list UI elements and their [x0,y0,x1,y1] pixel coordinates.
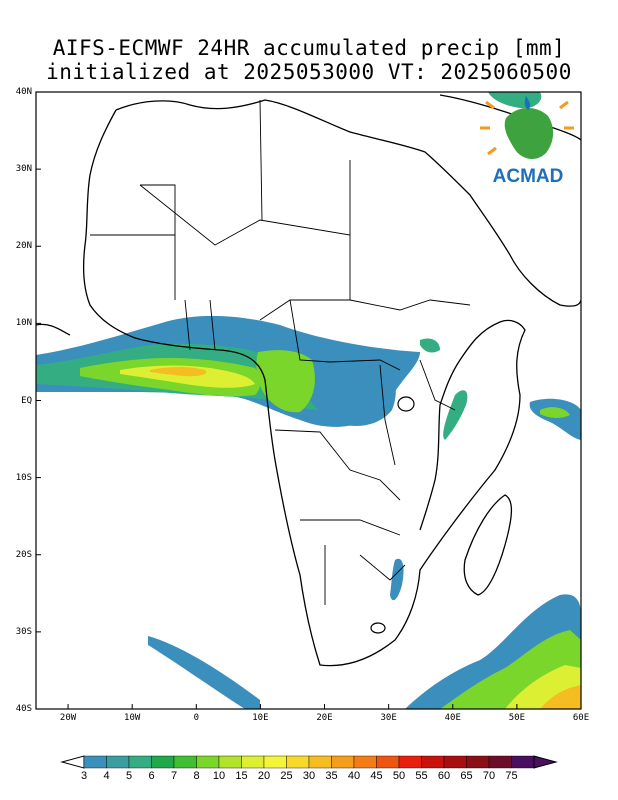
colorbar-swatch [83,755,107,769]
colorbar-label: 35 [325,770,338,782]
colorbar-swatch [151,755,175,769]
colorbar [60,755,558,769]
colorbar-over-triangle [533,755,558,769]
lon-label: 60E [572,713,590,723]
precip-east-coast [443,390,468,440]
colorbar-label: 10 [212,770,226,782]
colorbar-swatch [128,755,152,769]
colorbar-label: 25 [280,770,293,782]
colorbar-label: 75 [505,770,518,782]
colorbar-swatch [106,755,130,769]
colorbar-label: 45 [370,770,383,782]
precip-southern-atlantic [148,636,260,709]
colorbar-swatch [353,755,377,769]
colorbar-swatch [331,755,355,769]
africa-silhouette-icon [504,107,554,160]
colorbar-label: 60 [437,770,451,782]
colorbar-label: 70 [482,770,496,782]
precip-fields [36,92,581,709]
lon-label: 30E [380,713,397,723]
lat-label: 10S [15,472,32,483]
colorbar-label: 50 [392,770,406,782]
lat-label: 30N [15,164,32,175]
colorbar-label: 4 [103,770,110,782]
acmad-logo: ACMAD [476,88,580,188]
colorbar-label: 8 [193,770,200,782]
colorbar-swatch [421,755,445,769]
coastlines [36,94,581,667]
precip-congo-green [256,350,315,413]
colorbar-swatch [241,755,265,769]
lakes [370,396,415,634]
precip-mozambique [390,558,404,601]
lat-label: 20S [15,549,32,560]
precip-ethiopia [420,338,440,353]
colorbar-swatch [218,755,242,769]
precip-congo [300,357,396,426]
lon-label: 40E [444,713,461,723]
colorbar-label: 6 [148,770,155,782]
colorbar-label: 7 [170,770,178,782]
colorbar-label: 55 [415,770,428,782]
colorbar-swatch [173,755,197,769]
lon-label: 0 [193,713,199,723]
lon-label: 50E [508,713,525,723]
colorbar-under-triangle [60,755,85,769]
colorbar-swatch [398,755,422,769]
raindrop-icon [524,96,531,110]
logo-text: ACMAD [493,166,564,187]
lat-label: EQ [21,395,32,406]
lon-label: 20E [316,713,333,723]
colorbar-swatch [466,755,490,769]
logo-graphic: ACMAD [480,96,574,187]
precip-heavy-3 [150,367,207,377]
colorbar-swatch [443,755,467,769]
lon-label: 20W [59,713,77,723]
colorbar-swatch [196,755,220,769]
sun-rays-icon [480,100,574,156]
precip-southern-indian-4 [540,685,581,709]
lon-label: 10E [252,713,269,723]
colorbar-label: 40 [347,770,361,782]
colorbar-swatch [263,755,287,769]
colorbar-swatch [286,755,310,769]
lat-label: 40S [15,704,32,714]
colorbar-swatch [488,755,512,769]
colorbar-label: 30 [302,770,316,782]
lat-label: 10N [15,318,32,329]
lon-label: 10W [124,713,141,723]
precip-indian-ocean-core [540,407,570,418]
lat-label: 20N [15,241,32,252]
colorbar-label: 5 [125,770,133,782]
lat-label: 30S [15,626,32,637]
colorbar-swatch [511,755,535,769]
lat-label: 40N [15,87,32,97]
colorbar-label: 65 [460,770,473,782]
country-borders [90,99,471,605]
colorbar-swatch [376,755,400,769]
colorbar-label: 3 [80,770,88,782]
title-line-2: initialized at 2025053000 VT: 2025060500 [46,60,572,84]
axis-ticks [36,91,582,710]
colorbar-label: 15 [235,770,248,782]
title-line-1: AIFS-ECMWF 24HR accumulated precip [mm] [52,36,566,60]
colorbar-label: 20 [257,770,271,782]
colorbar-swatch [308,755,332,769]
